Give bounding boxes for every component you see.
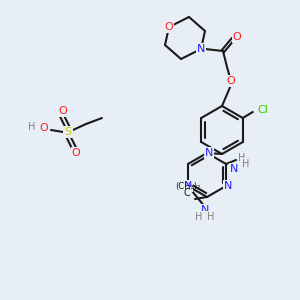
Text: N: N xyxy=(201,205,209,215)
Text: O: O xyxy=(72,148,80,158)
Text: H: H xyxy=(238,153,246,163)
Text: N: N xyxy=(224,181,232,191)
Text: H: H xyxy=(28,122,36,132)
Text: N: N xyxy=(197,44,205,54)
Text: (CH₃)₂: (CH₃)₂ xyxy=(176,182,201,191)
Text: O: O xyxy=(226,76,236,86)
Text: O: O xyxy=(58,106,68,116)
Text: O: O xyxy=(165,22,173,32)
Text: N: N xyxy=(230,164,238,174)
Text: O: O xyxy=(40,123,48,133)
Text: Cl: Cl xyxy=(258,105,269,115)
Text: H: H xyxy=(195,212,203,222)
Text: O: O xyxy=(232,32,242,42)
Text: N: N xyxy=(205,148,213,158)
Text: S: S xyxy=(64,127,72,137)
Text: N: N xyxy=(184,181,192,191)
Text: H: H xyxy=(207,212,215,222)
Text: H: H xyxy=(242,159,250,169)
Text: C: C xyxy=(184,188,190,198)
